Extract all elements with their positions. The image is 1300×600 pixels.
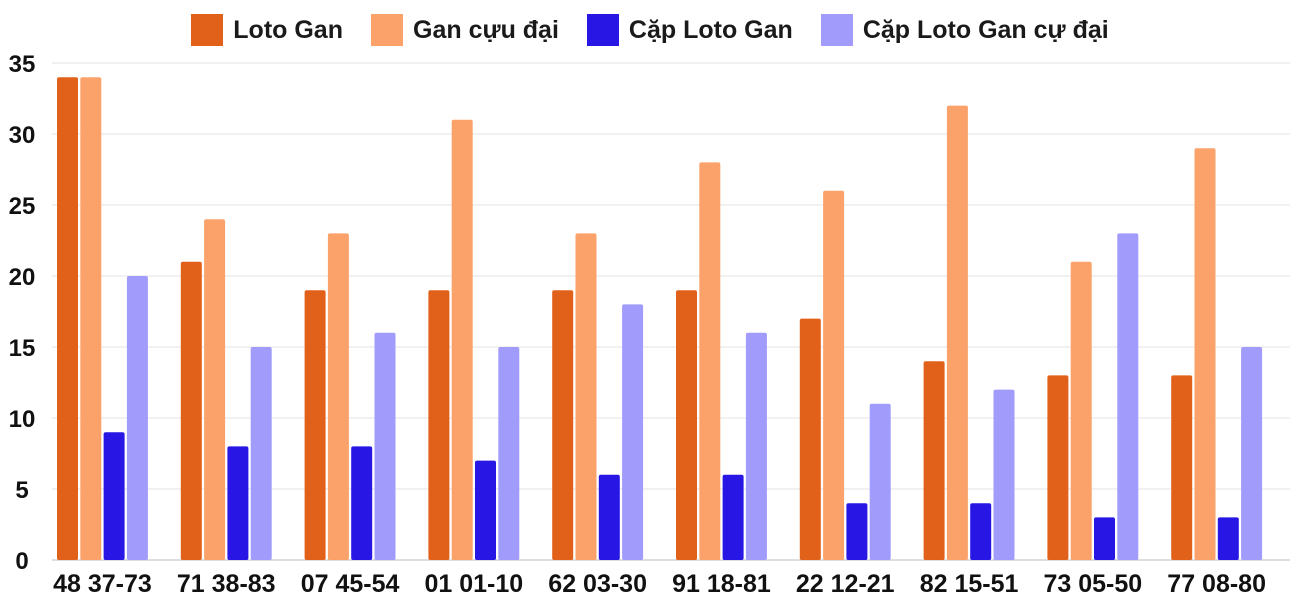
bar-1 <box>1047 375 1069 560</box>
legend-label-loto-gan: Loto Gan <box>233 15 343 44</box>
bar-2 <box>204 219 226 560</box>
x-tick-label: 48 37-73 <box>53 570 152 598</box>
y-tick-label: 5 <box>15 477 28 504</box>
bar-2 <box>946 105 968 560</box>
bar-3 <box>1217 517 1239 560</box>
legend-label-cap-loto-gan: Cặp Loto Gan <box>628 15 793 44</box>
y-tick-label: 25 <box>9 193 36 220</box>
bar-1 <box>923 361 945 560</box>
bar-4 <box>498 347 520 560</box>
x-tick-label: 22 12-21 <box>796 570 895 598</box>
bar-2 <box>823 190 845 561</box>
x-tick-label: 91 18-81 <box>672 570 771 598</box>
bars <box>57 77 1263 561</box>
bar-2 <box>327 233 349 560</box>
bar-3 <box>722 474 744 560</box>
legend-swatch-gan-cuu-dai <box>371 14 403 46</box>
x-tick-label: 07 45-54 <box>301 570 400 598</box>
legend-swatch-loto-gan <box>191 14 224 46</box>
bar-1 <box>1171 375 1193 560</box>
x-tick-label: 01 01-10 <box>424 570 523 598</box>
bar-3 <box>351 446 373 560</box>
y-tick-label: 20 <box>9 264 36 291</box>
bar-3 <box>475 460 496 560</box>
x-tick-label: 71 38-83 <box>177 570 276 598</box>
bar-2 <box>575 233 597 560</box>
chart-legend: Loto Gan Gan cựu đại Cặp Loto Gan Cặp Lo… <box>0 12 1300 48</box>
bar-2 <box>80 77 102 560</box>
bar-1 <box>180 261 202 560</box>
bar-3 <box>1094 517 1115 560</box>
bar-4 <box>622 304 644 560</box>
x-tick-label: 62 03-30 <box>548 570 647 598</box>
bar-2 <box>451 119 473 561</box>
bar-1 <box>552 290 574 560</box>
x-tick-label: 73 05-50 <box>1043 570 1142 598</box>
y-tick-label: 0 <box>15 548 28 575</box>
bar-3 <box>846 503 868 560</box>
bar-1 <box>57 77 78 560</box>
bar-4 <box>1241 347 1263 560</box>
bar-4 <box>869 403 891 560</box>
bar-3 <box>227 446 249 560</box>
legend-label-cap-loto-gan-cu-dai: Cặp Loto Gan cự đại <box>862 15 1109 44</box>
y-tick-label: 30 <box>9 122 36 149</box>
y-tick-label: 10 <box>9 406 36 433</box>
bar-2 <box>1070 261 1092 560</box>
bar-2 <box>699 162 721 560</box>
legend-swatch-cap-loto-gan <box>586 14 619 46</box>
y-tick-label: 35 <box>9 51 36 78</box>
bar-4 <box>250 347 272 560</box>
bar-4 <box>126 276 148 560</box>
x-tick-label: 77 08-80 <box>1167 570 1266 598</box>
legend-item-gan-cuu-dai: Gan cựu đại <box>371 14 559 46</box>
bar-4 <box>745 332 767 560</box>
bar-2 <box>1194 148 1216 560</box>
bar-1 <box>304 290 326 560</box>
legend-item-loto-gan: Loto Gan <box>191 14 343 46</box>
legend-swatch-cap-loto-gan-cu-dai <box>820 14 853 46</box>
bar-4 <box>374 332 396 560</box>
bar-4 <box>1117 233 1139 560</box>
legend-item-cap-loto-gan: Cặp Loto Gan <box>586 14 793 46</box>
bar-1 <box>799 318 821 560</box>
bar-4 <box>993 389 1015 560</box>
bar-3 <box>970 503 992 560</box>
bar-1 <box>676 290 697 560</box>
x-tick-label: 82 15-51 <box>920 570 1019 598</box>
bar-3 <box>103 432 125 560</box>
bar-1 <box>428 290 450 560</box>
bar-3 <box>598 474 620 560</box>
x-axis-ticks: 48 37-73 71 38-83 07 45-54 01 01-10 62 03-30… <box>53 570 1266 598</box>
legend-label-gan-cuu-dai: Gan cựu đại <box>413 15 559 44</box>
legend-item-cap-loto-gan-cu-dai: Cặp Loto Gan cự đại <box>820 14 1109 46</box>
y-tick-label: 15 <box>9 335 36 362</box>
y-axis-ticks: 0 5 10 15 20 25 30 35 <box>9 51 36 575</box>
